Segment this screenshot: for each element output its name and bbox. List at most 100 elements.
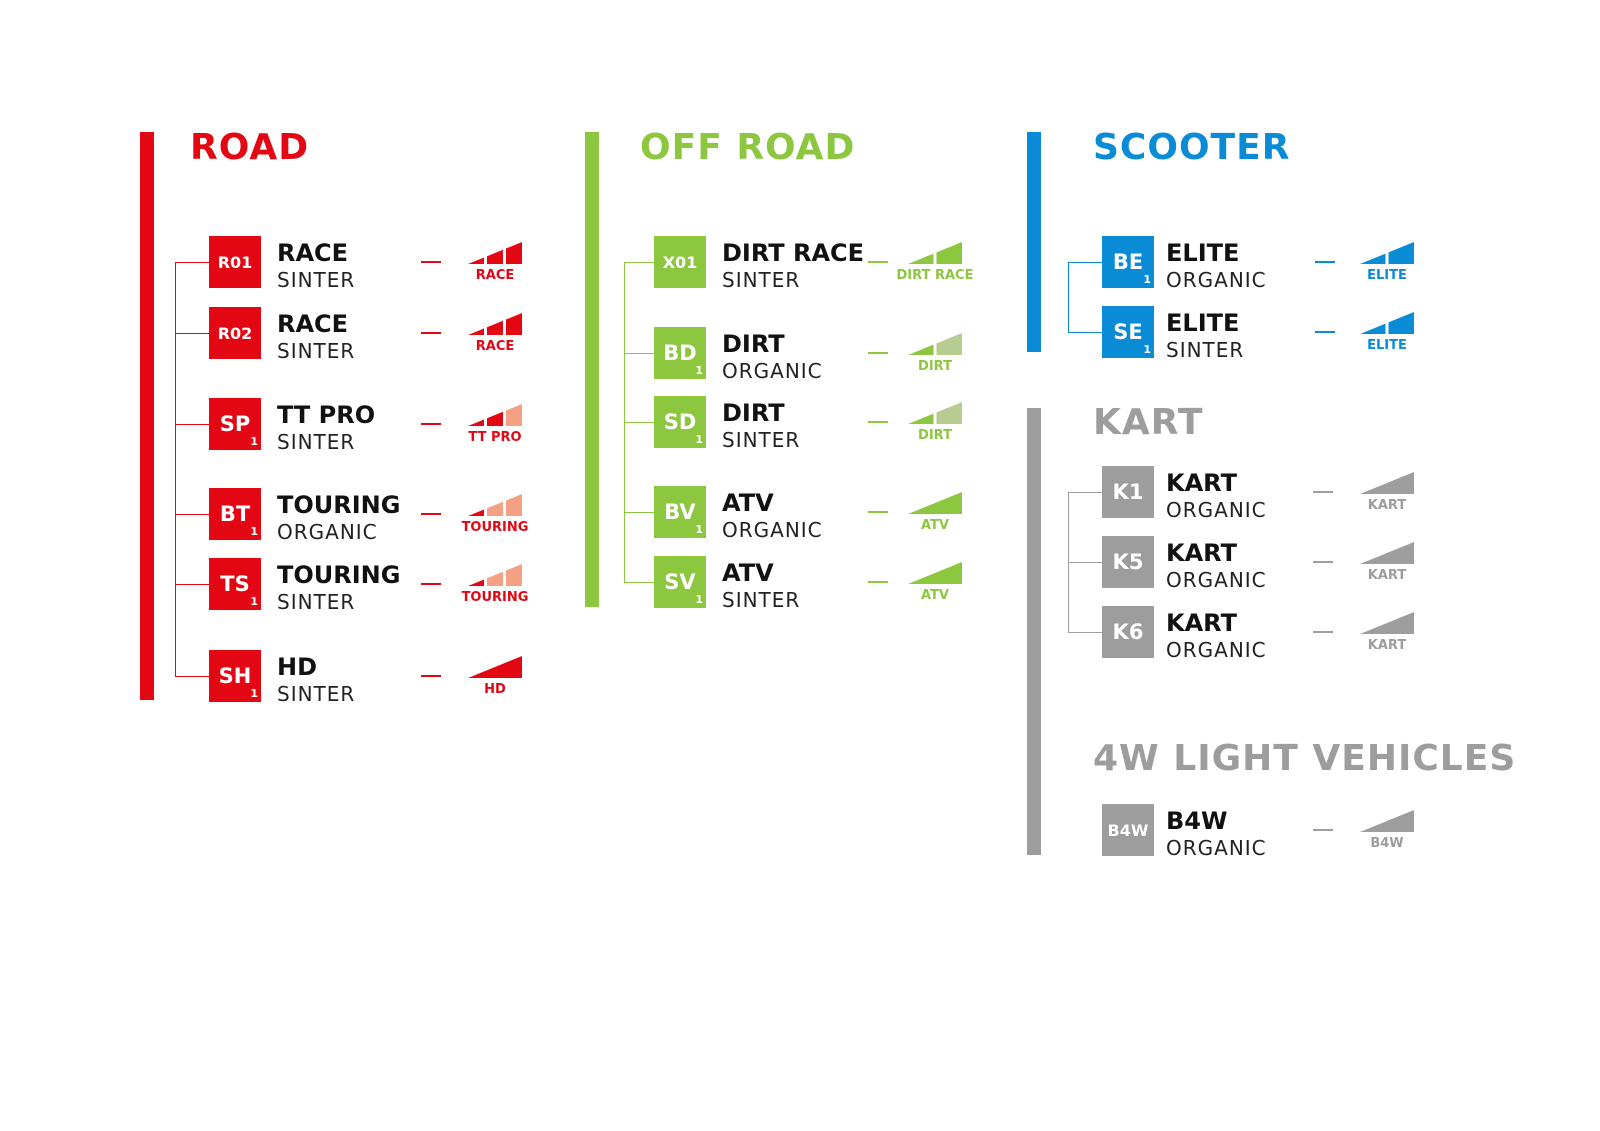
product-code-badge[interactable]: K1 — [1102, 466, 1154, 518]
product-code-badge[interactable]: K5 — [1102, 536, 1154, 588]
product-code: SV — [664, 570, 696, 594]
performance-gauge-icon — [1360, 472, 1414, 494]
gauge-label: ATV — [921, 588, 949, 603]
product-material: ORGANIC — [722, 518, 823, 542]
connector-dash — [1315, 331, 1335, 333]
scooter-section-bar — [1027, 132, 1041, 352]
product-code-subscript: 1 — [250, 435, 258, 448]
tree-branch — [624, 262, 654, 263]
product-code-badge[interactable]: SV 1 — [654, 556, 706, 608]
product-name: ATV — [722, 489, 774, 517]
connector-dash — [421, 675, 441, 677]
product-code-subscript: 1 — [1143, 343, 1151, 356]
gauge-label: RACE — [475, 339, 515, 354]
product-code-badge[interactable]: SE 1 — [1102, 306, 1154, 358]
connector-dash — [421, 332, 441, 334]
product-code-badge[interactable]: SH 1 — [209, 650, 261, 702]
gauge-label: KART — [1367, 498, 1407, 513]
product-code-badge[interactable]: BV 1 — [654, 486, 706, 538]
gauge-label: ATV — [921, 518, 949, 533]
tree-branch — [175, 584, 209, 585]
gauge-segment-filled — [468, 579, 484, 586]
performance-gauge-icon — [908, 562, 962, 584]
gauge-label: B4W — [1370, 836, 1404, 851]
product-code-subscript: 1 — [250, 525, 258, 538]
gauge-segment-empty — [487, 501, 503, 516]
road-section-title: ROAD — [190, 127, 310, 168]
product-code-badge[interactable]: K6 — [1102, 606, 1154, 658]
product-name: ELITE — [1166, 309, 1240, 337]
connector-dash — [868, 421, 888, 423]
gauge-segment-empty — [936, 402, 962, 424]
gauge-segment-filled — [908, 562, 962, 584]
gauge-segment-filled — [468, 509, 484, 516]
gauge-segment-empty — [506, 564, 522, 586]
gauge-label: TOURING — [461, 590, 529, 605]
performance-gauge-icon — [1360, 542, 1414, 564]
product-code-badge[interactable]: SP 1 — [209, 398, 261, 450]
performance-gauge-icon — [468, 564, 522, 586]
product-material: ORGANIC — [1166, 568, 1267, 592]
tree-branch — [175, 514, 209, 515]
product-material: SINTER — [722, 428, 801, 452]
offroad-section-title: OFF ROAD — [640, 127, 856, 168]
performance-gauge-icon — [468, 494, 522, 516]
product-name: RACE — [277, 310, 349, 338]
product-code-subscript: 1 — [695, 593, 703, 606]
gauge-segment-filled — [468, 328, 484, 335]
gauge-label: ELITE — [1367, 268, 1407, 283]
product-code-subscript: 1 — [695, 433, 703, 446]
product-material: SINTER — [1166, 338, 1245, 362]
product-code-badge[interactable]: BT 1 — [209, 488, 261, 540]
product-code: BD — [663, 341, 697, 365]
gauge-segment-filled — [468, 419, 484, 426]
connector-dash — [1315, 261, 1335, 263]
product-code-badge[interactable]: R01 — [209, 236, 261, 288]
product-code-badge[interactable]: X01 — [654, 236, 706, 288]
gauge-segment-filled — [506, 313, 522, 335]
connector-dash — [421, 513, 441, 515]
product-code: X01 — [662, 252, 698, 272]
gauge-label: KART — [1367, 638, 1407, 653]
product-code-subscript: 1 — [695, 364, 703, 377]
performance-gauge-icon — [468, 313, 522, 335]
product-material: SINTER — [277, 430, 356, 454]
gauge-label: TT PRO — [468, 430, 522, 445]
performance-gauge-icon — [1360, 312, 1414, 334]
gauge-segment-filled — [1360, 810, 1414, 832]
product-code-badge[interactable]: BE 1 — [1102, 236, 1154, 288]
product-code-badge[interactable]: BD 1 — [654, 327, 706, 379]
product-material: ORGANIC — [722, 359, 823, 383]
product-code-badge[interactable]: TS 1 — [209, 558, 261, 610]
offroad-section-bar — [585, 132, 599, 607]
tree-branch — [1068, 492, 1102, 493]
gauge-segment-filled — [908, 253, 934, 264]
product-code-subscript: 1 — [250, 595, 258, 608]
connector-dash — [1313, 829, 1333, 831]
gauge-segment-filled — [468, 656, 522, 678]
product-material: ORGANIC — [277, 520, 378, 544]
product-name: ELITE — [1166, 239, 1240, 267]
product-code-badge[interactable]: R02 — [209, 307, 261, 359]
connector-dash — [421, 261, 441, 263]
product-code: K5 — [1112, 550, 1144, 574]
gauge-segment-empty — [506, 404, 522, 426]
gauge-label: HD — [484, 682, 506, 697]
product-code-badge[interactable]: B4W — [1102, 804, 1154, 856]
product-material: ORGANIC — [1166, 498, 1267, 522]
connector-dash — [868, 352, 888, 354]
product-code: BV — [664, 500, 696, 524]
product-code: K1 — [1112, 480, 1144, 504]
tree-branch — [624, 582, 654, 583]
performance-gauge-icon — [468, 656, 522, 678]
gauge-segment-filled — [1388, 242, 1414, 264]
product-code: R01 — [217, 252, 253, 272]
product-name: KART — [1166, 539, 1237, 567]
product-material: SINTER — [722, 588, 801, 612]
product-material: SINTER — [722, 268, 801, 292]
tree-branch — [624, 353, 654, 354]
performance-gauge-icon — [908, 242, 962, 264]
product-code-badge[interactable]: SD 1 — [654, 396, 706, 448]
gauge-segment-filled — [506, 242, 522, 264]
gauge-label: TOURING — [461, 520, 529, 535]
